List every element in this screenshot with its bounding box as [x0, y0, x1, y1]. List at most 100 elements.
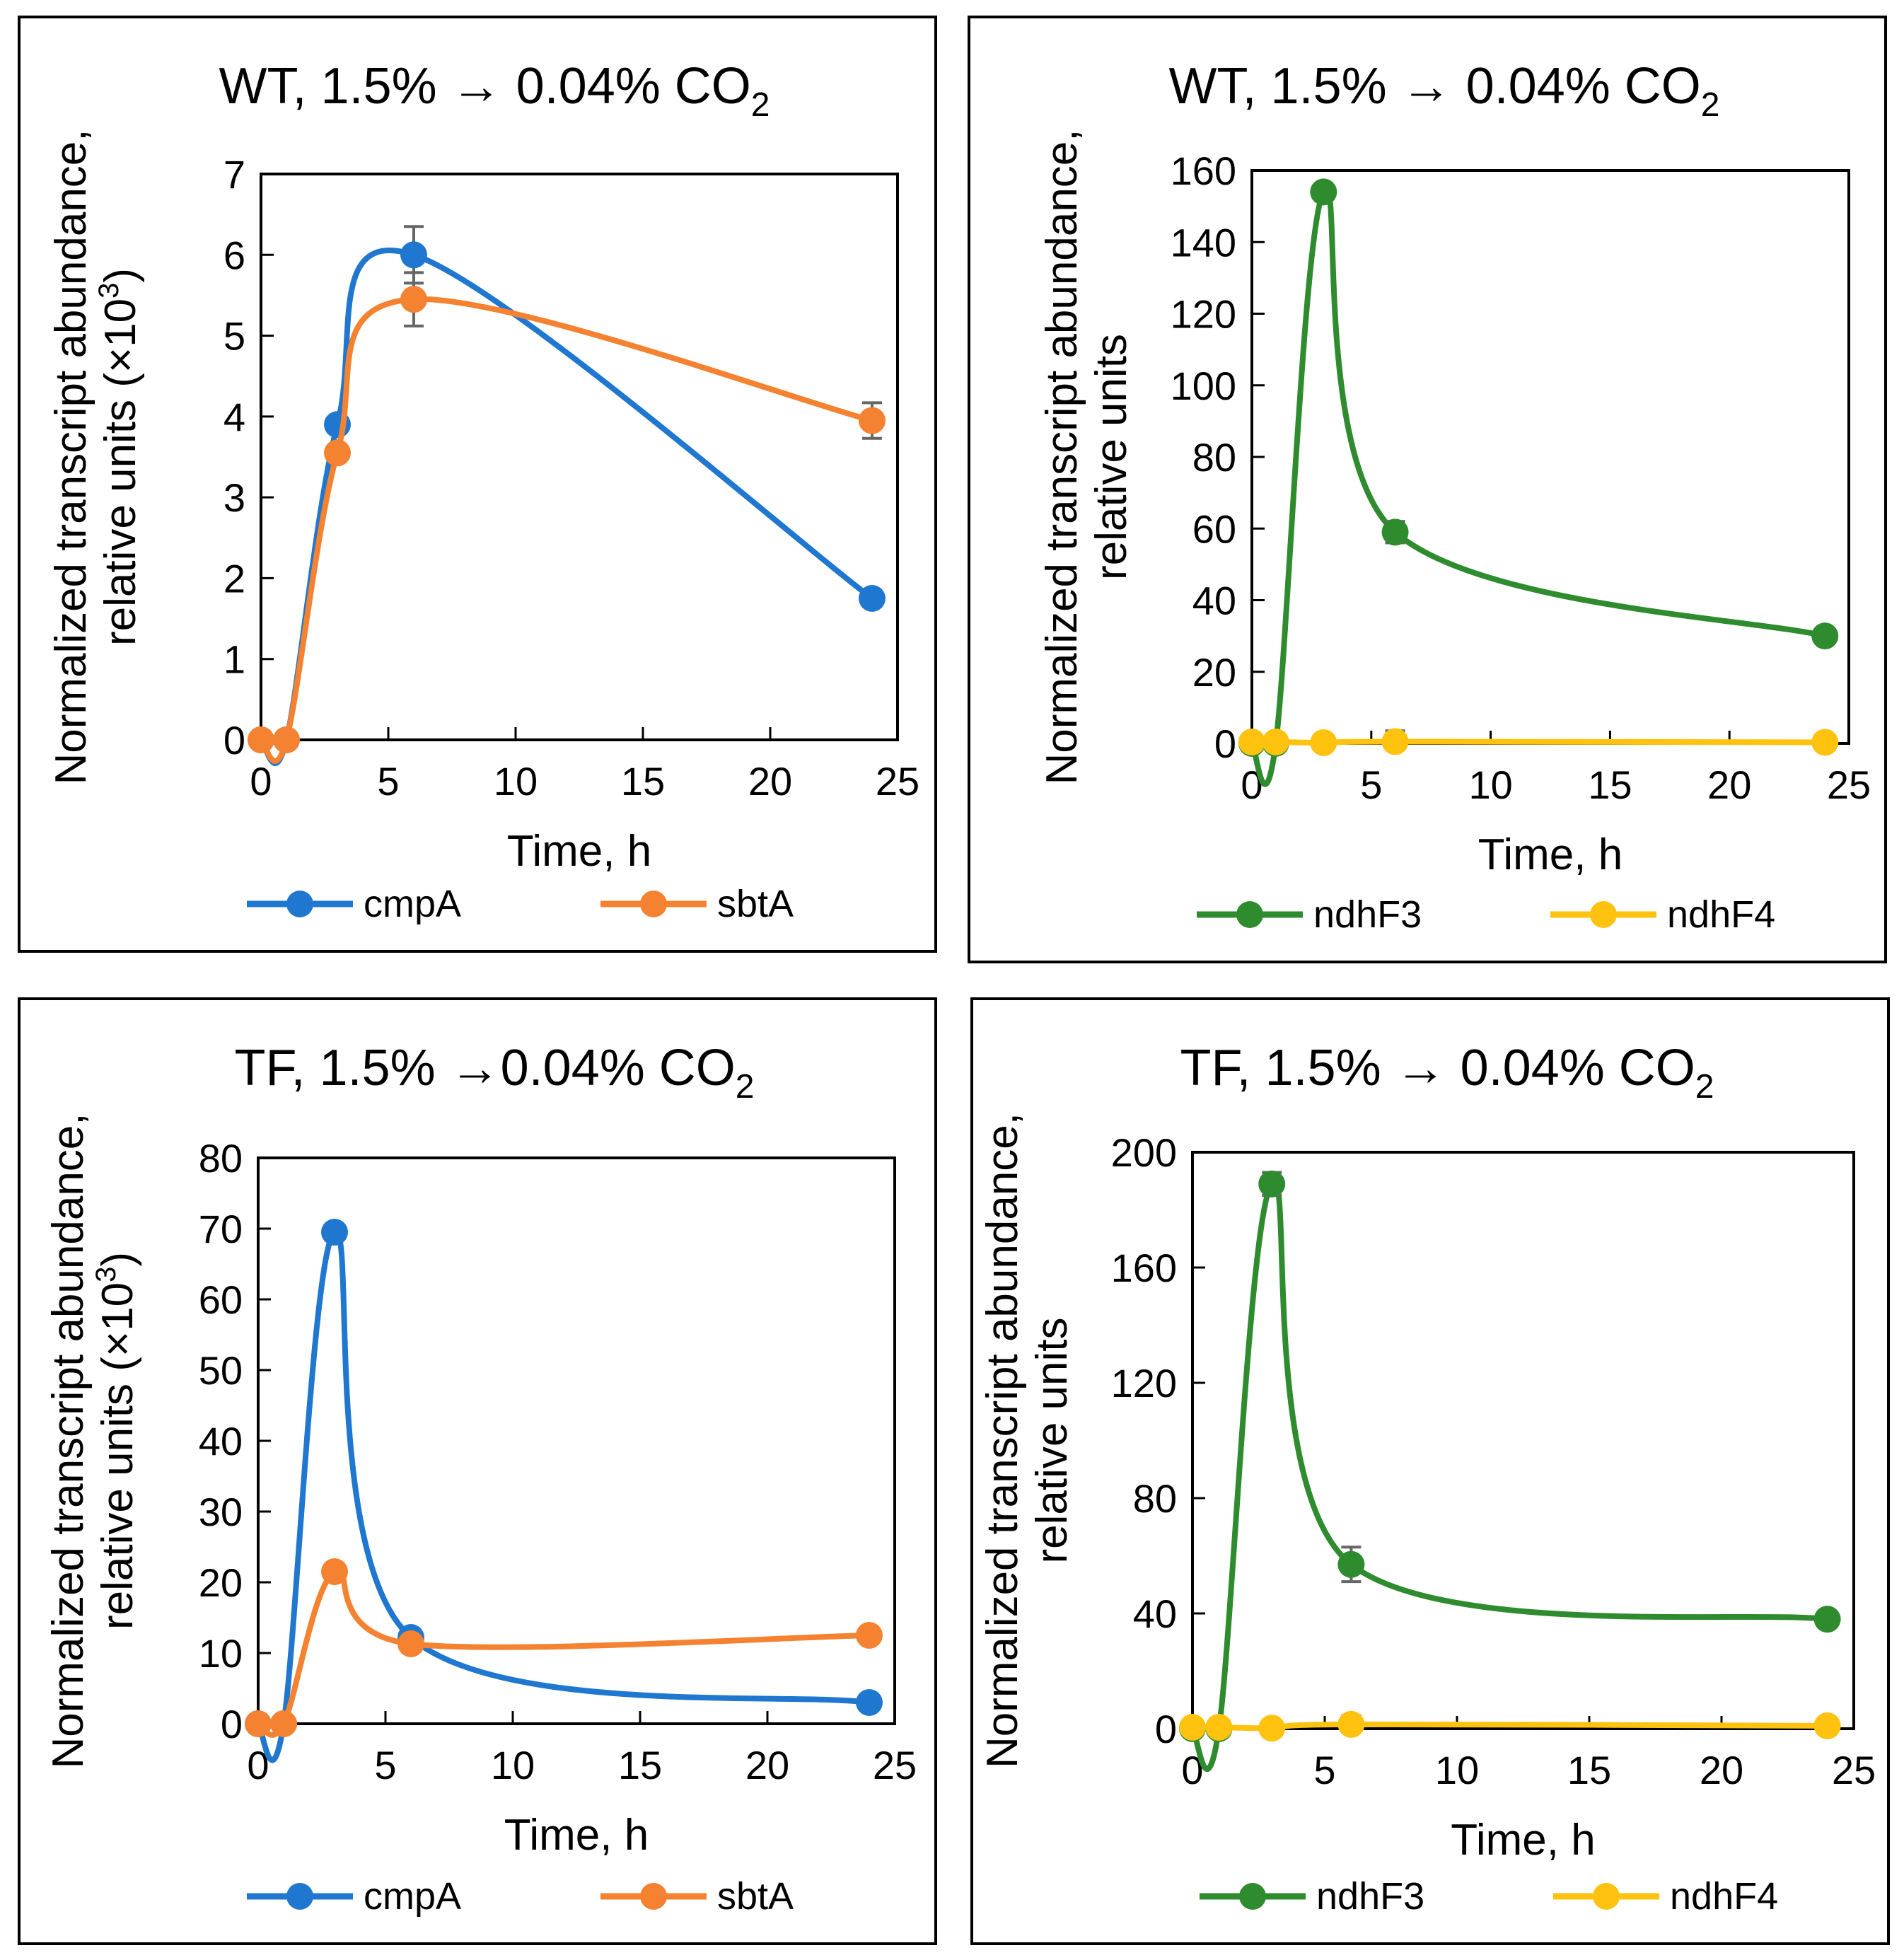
y-tick-label: 80	[1133, 1476, 1177, 1521]
y-axis-label-close: )	[93, 1252, 142, 1267]
chart-title-subscript: 2	[751, 86, 770, 124]
y-tick-label: 30	[199, 1490, 243, 1534]
y-tick-label: 100	[1171, 364, 1236, 408]
chart-title: TF, 1.5% → 0.04% CO2	[1180, 1040, 1714, 1106]
x-tick-label: 15	[621, 759, 665, 804]
y-tick-label: 5	[224, 314, 245, 359]
data-point-cmpA	[856, 1689, 883, 1716]
x-axis-label: Time, h	[1478, 830, 1623, 879]
y-tick-label: 10	[199, 1631, 243, 1676]
chart-title: TF, 1.5% →0.04% CO2	[235, 1040, 755, 1106]
y-axis-label-line1: Normalized transcript abundance,	[44, 1113, 93, 1768]
y-axis-label-line2: relative units	[1028, 1317, 1076, 1563]
y-tick-label: 20	[199, 1560, 243, 1605]
series-line-sbtA	[258, 296, 875, 764]
data-point-ndhF4	[1310, 729, 1337, 756]
y-axis-label-superscript: 3	[91, 1267, 122, 1282]
panel-tf-cmpa-sbta: TF, 1.5% →0.04% CO 2 0 10 20 30 40 50 60 70 80 0 5 10…	[18, 997, 937, 1945]
data-point-sbtA	[397, 1630, 424, 1657]
data-point-ndhF3	[1381, 518, 1409, 546]
data-point-ndhF4	[1205, 1713, 1233, 1741]
y-axis-label-text: relative units	[1087, 334, 1136, 580]
x-tick-label: 10	[1468, 762, 1512, 807]
chart-title-main: WT, 1.5% → 0.04% CO	[219, 58, 751, 115]
y-tick-label: 80	[199, 1136, 243, 1181]
y-tick-label: 4	[224, 395, 245, 439]
legend-label-ndhF4: ndhF4	[1667, 893, 1775, 936]
y-tick-label: 3	[224, 475, 245, 520]
panel-wt-ndhf: WT, 1.5% → 0.04% CO2 0 20 40 60 80 100 120 140 16…	[968, 16, 1887, 963]
legend-label-sbtA: sbtA	[717, 1875, 794, 1918]
y-tick-label: 60	[199, 1277, 243, 1322]
x-tick-label: 15	[618, 1743, 662, 1787]
chart-title-subscript: 2	[1701, 86, 1720, 124]
legend-marker-cmpA	[286, 891, 313, 917]
y-tick-label: 0	[224, 718, 245, 762]
data-point-sbtA	[321, 1558, 348, 1585]
x-tick-label: 0	[250, 759, 272, 804]
series-line-cmpA	[255, 1229, 872, 1763]
chart-title-main: WT, 1.5% → 0.04% CO	[1169, 58, 1701, 115]
data-point-sbtA	[270, 1710, 297, 1737]
data-point-sbtA	[856, 1622, 883, 1649]
plot-area	[1191, 1151, 1855, 1730]
chart-title: WT, 1.5% → 0.04% CO2	[219, 58, 770, 124]
y-tick-label: 70	[199, 1207, 243, 1251]
chart-title: WT, 1.5% → 0.04% CO2	[1169, 58, 1720, 124]
data-point-ndhF3	[1813, 1606, 1841, 1633]
legend-marker-ndhF3	[1236, 901, 1263, 928]
x-tick-label: 5	[374, 1743, 396, 1787]
x-axis-label: Time, h	[1451, 1816, 1595, 1865]
chart-title-subscript: 2	[736, 1068, 755, 1106]
data-point-ndhF4	[1337, 1710, 1365, 1738]
x-axis-label: Time, h	[507, 827, 651, 876]
y-axis-label-line2: relative units (×103)	[93, 268, 145, 646]
data-point-ndhF4	[1238, 728, 1265, 755]
x-tick-label: 5	[1313, 1748, 1335, 1792]
legend-label-ndhF3: ndhF3	[1313, 893, 1422, 936]
x-tick-label: 20	[745, 1743, 789, 1787]
x-tick-label: 15	[1567, 1748, 1611, 1792]
data-point-ndhF4	[1811, 729, 1839, 756]
x-tick-label: 15	[1588, 762, 1632, 807]
legend-label-ndhF4: ndhF4	[1670, 1875, 1778, 1918]
plot-area	[1250, 169, 1850, 745]
x-tick-label: 10	[494, 759, 538, 804]
y-axis-label-text: relative units (×10	[93, 1282, 142, 1630]
y-tick-label: 6	[224, 233, 245, 277]
legend-label-ndhF3: ndhF3	[1316, 1875, 1424, 1918]
y-tick-label: 1	[224, 637, 245, 682]
legend-label-cmpA: cmpA	[364, 883, 461, 925]
x-tick-label: 20	[1700, 1748, 1743, 1792]
chart-title-main: TF, 1.5% → 0.04% CO	[1180, 1040, 1695, 1096]
data-point-sbtA	[324, 439, 351, 467]
y-tick-label: 160	[1111, 1246, 1177, 1290]
data-point-ndhF4	[1262, 728, 1289, 755]
y-tick-label: 7	[224, 152, 245, 197]
data-point-ndhF4	[1813, 1712, 1841, 1739]
data-point-ndhF4	[1258, 1715, 1286, 1742]
panel-tf-ndhf: TF, 1.5% → 0.04% CO 2 0 40 80 120 160 200 0 5 10 15…	[970, 997, 1890, 1945]
y-axis-label-text: relative units	[1028, 1317, 1076, 1563]
data-point-ndhF3	[1811, 622, 1839, 650]
y-tick-label: 60	[1192, 506, 1236, 551]
series-line-sbtA	[255, 1567, 872, 1738]
y-tick-label: 40	[1192, 579, 1236, 623]
panel-wt-cmpa-sbta: WT, 1.5% → 0.04% CO2 0 1 2 3 4 5 6 7 0 5 10 15 20 25 Ti…	[18, 16, 937, 953]
chart-wt-ndhf: WT, 1.5% → 0.04% CO202040608010012014016…	[1038, 58, 1871, 936]
y-tick-label: 80	[1192, 435, 1236, 480]
y-axis-label-line2: relative units	[1087, 334, 1136, 580]
x-tick-label: 25	[876, 759, 919, 804]
x-tick-label: 25	[1832, 1748, 1876, 1792]
legend-marker-ndhF4	[1593, 1883, 1620, 1910]
x-axis-label: Time, h	[504, 1811, 649, 1860]
data-point-sbtA	[859, 407, 886, 434]
chart-tf-ndhf: TF, 1.5% → 0.04% CO 20 40 80 120 160 200 0 5 10 15…	[978, 1040, 1876, 1918]
y-axis-label-line2: relative units (×103)	[91, 1252, 142, 1630]
plot-area	[260, 173, 899, 741]
legend-label-cmpA: cmpA	[364, 1875, 461, 1918]
data-point-cmpA	[400, 241, 427, 269]
data-point-sbtA	[245, 1710, 272, 1737]
x-tick-label: 5	[377, 759, 399, 804]
chart-tf-cmpa-sbta: TF, 1.5% →0.04% CO 20 10 20 30 40 50 60 70 80 0 5 10…	[44, 1040, 917, 1918]
